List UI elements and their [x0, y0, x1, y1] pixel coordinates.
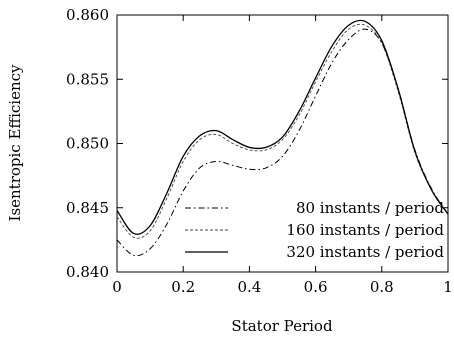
x-tick-label: 0.6 — [304, 278, 328, 296]
y-tick-label: 0.840 — [66, 263, 109, 281]
x-axis-label: Stator Period — [231, 317, 333, 335]
legend-label-1: 80 instants / period — [296, 199, 444, 217]
legend: 80 instants / period 160 instants / perio… — [185, 199, 444, 261]
legend-label-2: 160 instants / period — [286, 221, 444, 239]
legend-label-3: 320 instants / period — [286, 243, 444, 261]
x-tick-label: 1 — [443, 278, 453, 296]
x-tick-label: 0.2 — [171, 278, 195, 296]
y-tick-label: 0.845 — [66, 199, 109, 217]
x-tick-label: 0.4 — [237, 278, 261, 296]
y-tick-label: 0.855 — [66, 70, 109, 88]
y-axis-label: Isentropic Efficiency — [6, 64, 24, 221]
y-tick-label: 0.850 — [66, 135, 109, 153]
y-tick-label: 0.860 — [66, 6, 109, 24]
ticks-layer: 0 0.2 0.4 0.6 0.8 1 0.840 0.845 0.850 0.855 0.860 — [66, 6, 453, 296]
series-layer — [116, 19, 449, 257]
x-tick-label: 0 — [112, 278, 122, 296]
x-tick-label: 0.8 — [370, 278, 394, 296]
series-line-3 — [116, 19, 449, 235]
series-line-2 — [116, 23, 449, 239]
